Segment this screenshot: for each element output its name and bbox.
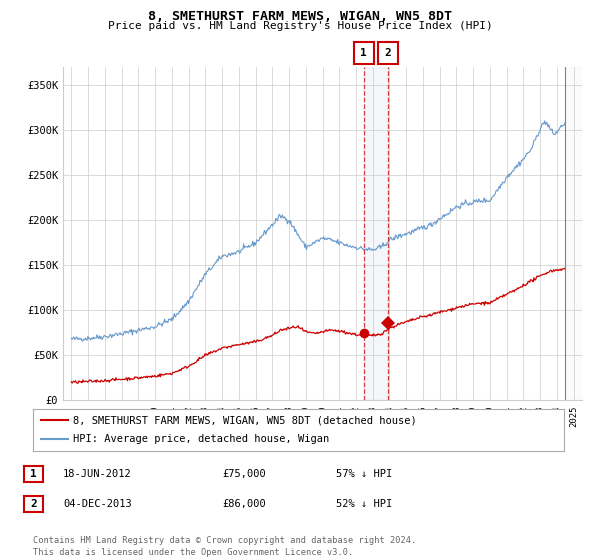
Text: Price paid vs. HM Land Registry's House Price Index (HPI): Price paid vs. HM Land Registry's House … xyxy=(107,21,493,31)
Bar xyxy=(565,67,582,400)
Text: 8, SMETHURST FARM MEWS, WIGAN, WN5 8DT: 8, SMETHURST FARM MEWS, WIGAN, WN5 8DT xyxy=(148,10,452,22)
Text: £86,000: £86,000 xyxy=(222,499,266,509)
Text: 18-JUN-2012: 18-JUN-2012 xyxy=(63,469,132,479)
Text: 1: 1 xyxy=(30,469,37,479)
Text: 04-DEC-2013: 04-DEC-2013 xyxy=(63,499,132,509)
Text: 2: 2 xyxy=(385,48,392,58)
Bar xyxy=(565,67,582,400)
Text: Contains HM Land Registry data © Crown copyright and database right 2024.
This d: Contains HM Land Registry data © Crown c… xyxy=(33,536,416,557)
Text: 2: 2 xyxy=(30,499,37,509)
Text: 57% ↓ HPI: 57% ↓ HPI xyxy=(336,469,392,479)
Text: £75,000: £75,000 xyxy=(222,469,266,479)
Bar xyxy=(364,67,388,400)
Text: 8, SMETHURST FARM MEWS, WIGAN, WN5 8DT (detached house): 8, SMETHURST FARM MEWS, WIGAN, WN5 8DT (… xyxy=(73,415,416,425)
Text: HPI: Average price, detached house, Wigan: HPI: Average price, detached house, Wiga… xyxy=(73,435,329,445)
Text: 52% ↓ HPI: 52% ↓ HPI xyxy=(336,499,392,509)
Text: 1: 1 xyxy=(361,48,367,58)
